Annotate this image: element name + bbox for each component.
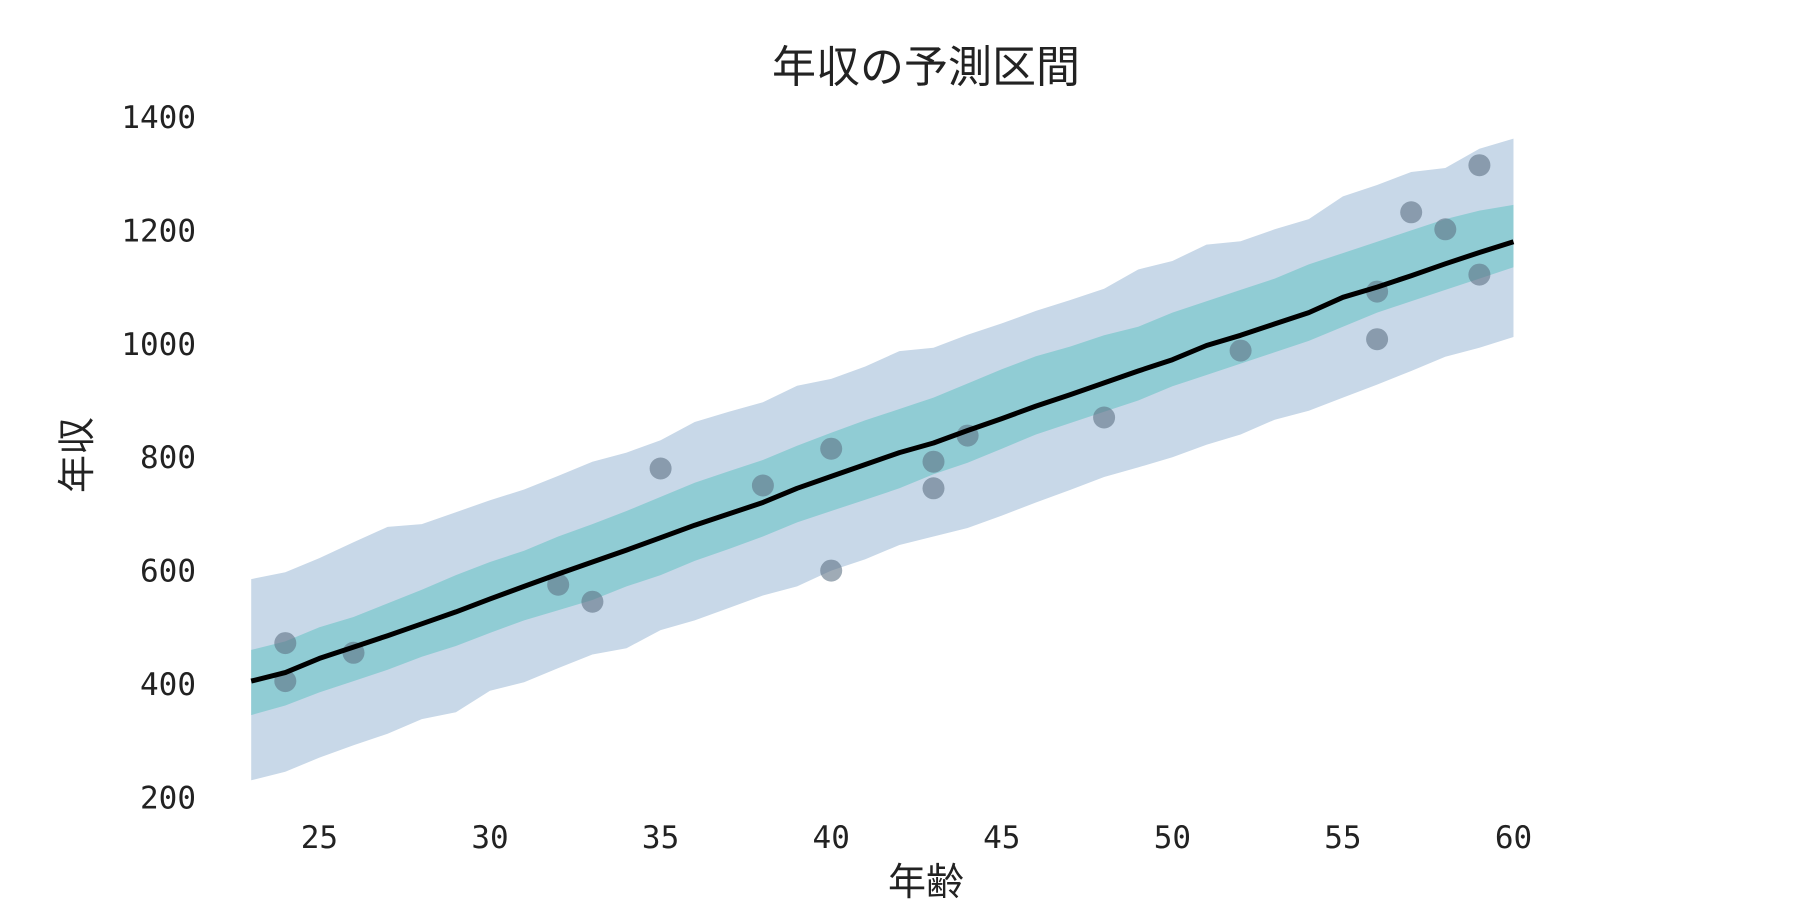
x-tick-label: 45 xyxy=(983,820,1020,856)
data-point xyxy=(1229,339,1252,362)
x-tick-label: 60 xyxy=(1495,820,1532,856)
x-tick-label: 30 xyxy=(471,820,508,856)
y-tick-label: 1200 xyxy=(121,213,196,249)
y-axis-ticks: 200 400 600 800 1000 1200 1400 xyxy=(121,100,196,816)
x-tick-label: 55 xyxy=(1324,820,1361,856)
x-tick-label: 25 xyxy=(301,820,338,856)
data-point xyxy=(820,437,843,460)
x-tick-label: 50 xyxy=(1154,820,1191,856)
chart-title: 年収の予測区間 xyxy=(772,42,1080,93)
plot-area xyxy=(250,138,1515,781)
x-tick-label: 40 xyxy=(813,820,850,856)
y-tick-label: 800 xyxy=(140,440,196,476)
data-point xyxy=(1468,154,1491,177)
data-point xyxy=(1093,406,1116,429)
data-point xyxy=(922,477,945,500)
x-axis-ticks: 25 30 35 40 45 50 55 60 xyxy=(301,820,1532,856)
data-point xyxy=(922,450,945,473)
data-points xyxy=(274,154,1491,693)
y-tick-label: 400 xyxy=(140,667,196,703)
y-tick-label: 600 xyxy=(140,554,196,590)
y-axis-label: 年収 xyxy=(55,417,99,493)
y-tick-label: 200 xyxy=(140,780,196,816)
data-point xyxy=(274,632,297,655)
x-tick-label: 35 xyxy=(642,820,679,856)
data-point xyxy=(547,573,570,596)
data-point xyxy=(1366,328,1389,351)
data-point xyxy=(820,559,843,582)
x-axis-label: 年齢 xyxy=(888,860,964,900)
data-point xyxy=(1400,201,1423,224)
y-tick-label: 1400 xyxy=(121,100,196,136)
y-tick-label: 1000 xyxy=(121,327,196,363)
data-point xyxy=(649,457,672,480)
data-point xyxy=(581,590,604,613)
mean-line xyxy=(250,239,1515,684)
data-point xyxy=(751,474,774,497)
data-point xyxy=(1434,218,1457,241)
data-point xyxy=(1468,263,1491,286)
